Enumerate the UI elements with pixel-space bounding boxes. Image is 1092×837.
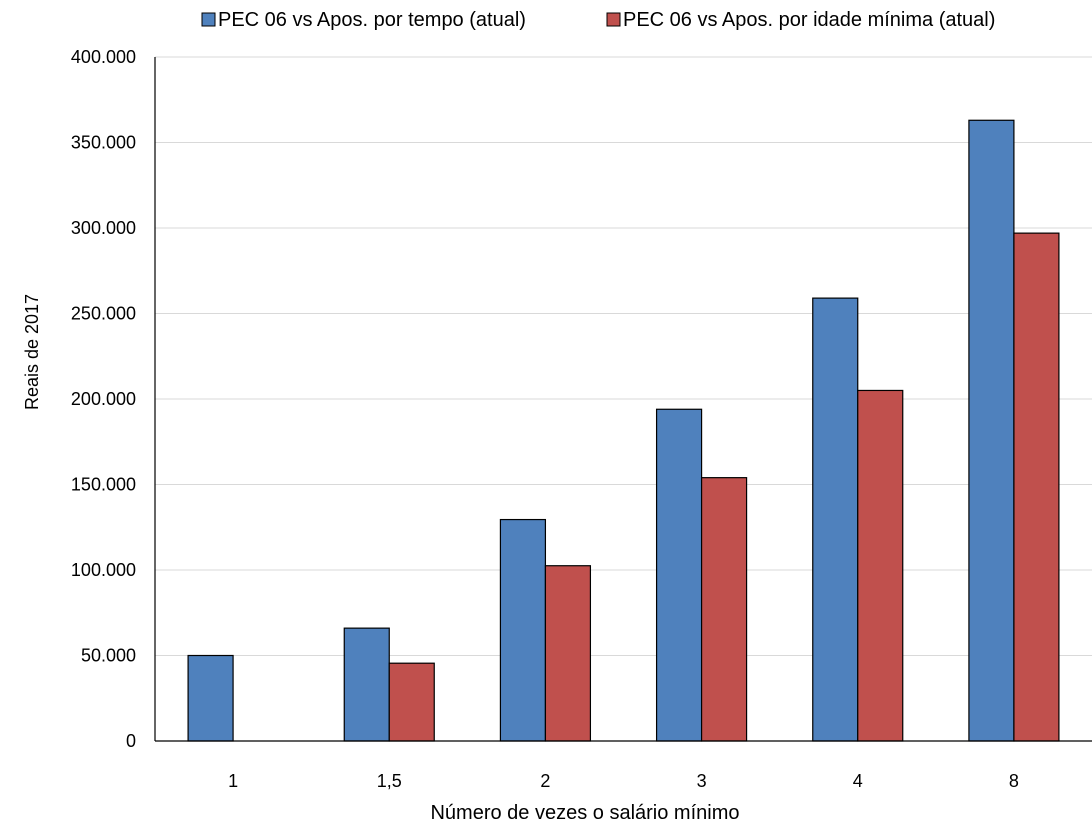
bar-tempo-1-5 — [343, 627, 390, 742]
bar-tempo-3 — [655, 408, 703, 742]
bar-idade-4 — [857, 389, 904, 742]
bar-idade-3 — [700, 477, 748, 742]
x-tick-label: 4 — [853, 771, 863, 791]
y-tick-label: 50.000 — [81, 646, 136, 666]
y-tick-label: 300.000 — [71, 218, 136, 238]
y-tick-label: 100.000 — [71, 560, 136, 580]
legend-swatch — [201, 12, 216, 27]
x-tick-labels: 1 1,5 2 3 4 8 — [228, 771, 1019, 791]
gridlines — [155, 56, 1092, 656]
bar-tempo-2 — [499, 518, 547, 742]
x-axis-label: Número de vezes o salário mínimo — [430, 802, 739, 824]
y-tick-label: 350.000 — [71, 133, 136, 153]
bar-idade-2 — [544, 565, 592, 742]
legend: PEC 06 vs Apos. por tempo (atual) PEC 06 … — [201, 9, 995, 31]
legend-label: PEC 06 vs Apos. por idade mínima (atual) — [623, 9, 995, 31]
x-tick-label: 1,5 — [377, 771, 402, 791]
y-tick-label: 200.000 — [71, 389, 136, 409]
x-tick-label: 3 — [697, 771, 707, 791]
bars — [187, 119, 1060, 742]
legend-label: PEC 06 vs Apos. por tempo (atual) — [218, 9, 526, 31]
y-tick-label: 0 — [126, 731, 136, 751]
y-tick-label: 150.000 — [71, 475, 136, 495]
axes — [154, 57, 1092, 742]
bar-tempo-1 — [187, 654, 234, 742]
bar-idade-1-5 — [388, 662, 435, 742]
y-tick-labels: 0 50.000 100.000 150.000 200.000 250.000 300.0… — [71, 47, 136, 751]
y-tick-label: 400.000 — [71, 47, 136, 67]
x-tick-label: 1 — [228, 771, 238, 791]
bar-tempo-4 — [812, 297, 859, 742]
x-tick-label: 8 — [1009, 771, 1019, 791]
bar-idade-8 — [1013, 232, 1060, 742]
y-axis-label: Reais de 2017 — [22, 294, 42, 410]
y-tick-label: 250.000 — [71, 304, 136, 324]
legend-swatch — [606, 12, 621, 27]
bar-tempo-8 — [968, 119, 1015, 742]
x-tick-label: 2 — [540, 771, 550, 791]
